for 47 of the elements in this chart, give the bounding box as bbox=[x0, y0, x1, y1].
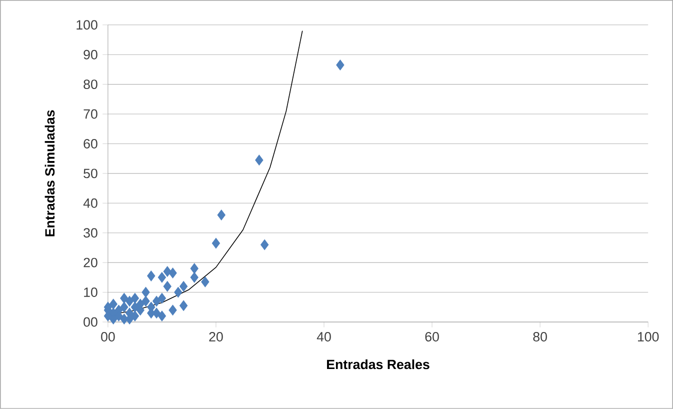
point bbox=[174, 286, 182, 298]
point bbox=[142, 286, 150, 298]
point bbox=[130, 302, 140, 313]
y-tick-label: 40 bbox=[83, 198, 98, 208]
y-tick-label: 20 bbox=[84, 258, 98, 268]
y-tick-label: 70 bbox=[84, 109, 98, 119]
point bbox=[255, 154, 264, 166]
point bbox=[212, 238, 220, 249]
y-tick-label: 60 bbox=[84, 139, 98, 148]
point bbox=[152, 296, 161, 307]
point bbox=[158, 272, 166, 283]
point bbox=[120, 302, 128, 313]
x-tick-label: 20 bbox=[209, 332, 223, 342]
y-tick-label: 10 bbox=[84, 288, 98, 298]
x-axis-title: Entradas Reales bbox=[327, 359, 430, 370]
point bbox=[125, 296, 134, 307]
point bbox=[109, 298, 118, 310]
y-tick-label: 50 bbox=[84, 168, 98, 178]
point bbox=[190, 263, 198, 274]
y-tick-label: 90 bbox=[84, 50, 98, 60]
point bbox=[158, 292, 166, 304]
x-tick-label: 80 bbox=[533, 332, 547, 342]
point bbox=[130, 292, 140, 304]
point bbox=[179, 281, 188, 292]
x-tick-label: 40 bbox=[316, 332, 331, 342]
y-tick-label: 30 bbox=[84, 228, 98, 238]
point bbox=[147, 270, 156, 282]
point bbox=[120, 292, 128, 304]
x-tick-label: 60 bbox=[425, 332, 439, 342]
point bbox=[168, 304, 177, 316]
point bbox=[130, 310, 140, 322]
x-tick-label: 00 bbox=[101, 332, 115, 342]
y-tick-label: 00 bbox=[84, 317, 98, 327]
x-tick-label: 100 bbox=[638, 332, 659, 342]
point bbox=[168, 268, 177, 278]
point bbox=[190, 272, 198, 283]
point bbox=[260, 239, 269, 250]
point bbox=[217, 210, 226, 220]
y-tick-label: 100 bbox=[76, 20, 98, 30]
point bbox=[179, 300, 188, 312]
point bbox=[142, 296, 150, 307]
point bbox=[336, 60, 344, 70]
point bbox=[158, 310, 166, 322]
point bbox=[201, 276, 210, 288]
y-tick-label: 80 bbox=[84, 80, 98, 90]
point bbox=[163, 281, 172, 292]
y-axis-title: Entradas Simuladas bbox=[44, 110, 55, 236]
